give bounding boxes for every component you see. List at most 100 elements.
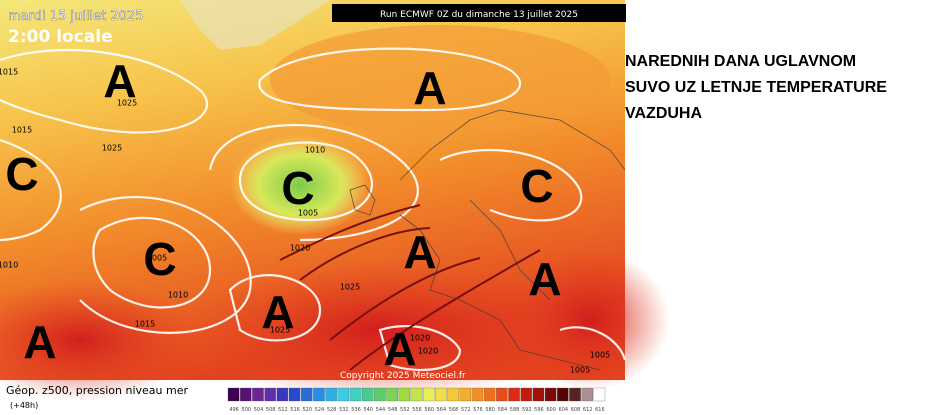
color-swatch	[361, 387, 374, 402]
legend-step: (+48h)	[10, 401, 38, 410]
color-swatch	[520, 387, 532, 402]
scale-label: 584	[498, 407, 508, 413]
scale-label: 600	[546, 407, 556, 413]
scale-label: 568	[449, 407, 459, 413]
pressure-center: C	[5, 148, 38, 200]
color-swatch	[288, 387, 301, 402]
isobar-label: 1020	[410, 334, 430, 343]
scale-label: 532	[339, 407, 349, 413]
scale-label: 540	[363, 407, 373, 413]
pressure-center: A	[261, 286, 294, 338]
headline: VAZDUHA	[625, 105, 702, 122]
color-swatch	[337, 387, 350, 402]
date: mardi 15 juillet 2025	[8, 9, 143, 24]
scale-label: 580	[485, 407, 495, 413]
color-swatch	[471, 387, 484, 402]
pressure-center: A	[403, 226, 436, 278]
scale-label: 524	[315, 407, 325, 413]
scale-label: 588	[510, 407, 520, 413]
scale-label: 504	[254, 407, 264, 413]
scale-label: 592	[522, 407, 532, 413]
copyright: Copyright 2025 Meteociel.fr	[340, 371, 466, 381]
isobar-label: 1025	[340, 283, 360, 292]
color-swatch	[325, 387, 337, 402]
isobar-label: 1025	[102, 144, 122, 153]
pressure-center: C	[143, 233, 176, 285]
color-swatch	[276, 387, 289, 402]
color-swatch	[349, 387, 362, 402]
color-swatch	[447, 387, 459, 402]
color-swatch	[557, 387, 569, 402]
color-swatch	[593, 387, 606, 402]
color-swatch	[544, 387, 557, 402]
pressure-center: A	[383, 323, 416, 375]
scale-label: 616	[595, 407, 605, 413]
scale-label: 536	[351, 407, 361, 413]
isobar-label: 1005	[570, 366, 590, 375]
map	[0, 0, 670, 400]
pressure-center: C	[281, 162, 314, 214]
scale-label: 496	[229, 407, 239, 413]
isobar-label: 1010	[0, 261, 18, 270]
isobar-label: 1005	[298, 209, 318, 218]
scale-label: 500	[242, 407, 252, 413]
color-swatch	[264, 387, 276, 402]
time: 2:00 locale	[8, 27, 113, 47]
pressure-center: C	[520, 160, 553, 212]
scale-label: 556	[412, 407, 422, 413]
isobar-label: 1020	[418, 347, 438, 356]
scale-label: 612	[583, 407, 593, 413]
scale-label: 528	[327, 407, 337, 413]
color-swatch	[386, 387, 398, 402]
isobar-label: 1025	[270, 326, 290, 335]
scale-label: 520	[302, 407, 312, 413]
headline: NAREDNIH DANA UGLAVNOM	[625, 53, 856, 70]
color-swatch	[227, 387, 240, 402]
pressure-center: A	[528, 253, 561, 305]
color-swatch	[496, 387, 508, 402]
color-swatch	[252, 387, 264, 402]
scale-label: 544	[376, 407, 386, 413]
color-swatch	[483, 387, 496, 402]
scale-label: 516	[290, 407, 300, 413]
scale-label: 512	[278, 407, 288, 413]
scale-label: 608	[571, 407, 581, 413]
color-swatch	[398, 387, 411, 402]
scale-label: 548	[388, 407, 398, 413]
color-swatch	[422, 387, 435, 402]
color-swatch	[301, 387, 313, 402]
isobar-label: 1025	[117, 99, 137, 108]
legend-title: Géop. z500, pression niveau mer	[6, 384, 189, 397]
pressure-center: A	[103, 55, 136, 107]
color-swatch	[374, 387, 386, 402]
scale-label: 564	[437, 407, 447, 413]
color-swatch	[569, 387, 581, 402]
color-swatch	[313, 387, 325, 402]
color-swatch	[240, 387, 252, 402]
color-swatch	[508, 387, 520, 402]
scale-label: 560	[424, 407, 434, 413]
pressure-center: A	[23, 316, 56, 368]
isobar-label: 1015	[12, 126, 32, 135]
run-info: Run ECMWF 0Z du dimanche 13 juillet 2025	[380, 10, 578, 20]
isobar-label: 1015	[135, 320, 155, 329]
scale-label: 552	[400, 407, 410, 413]
scale-label: 604	[559, 407, 569, 413]
isobar-label: 1010	[168, 291, 188, 300]
isobar-label: 1010	[305, 146, 325, 155]
scale-label: 508	[266, 407, 276, 413]
isobar-label: 1005	[590, 351, 610, 360]
color-swatch	[435, 387, 447, 402]
color-swatch	[410, 387, 423, 402]
headline: SUVO UZ LETNJE TEMPERATURE	[625, 79, 887, 96]
color-swatch	[532, 387, 545, 402]
scale-label: 572	[461, 407, 471, 413]
color-swatch	[581, 387, 593, 402]
isobar-label: 1015	[0, 68, 18, 77]
color-swatch	[459, 387, 472, 402]
scale-label: 596	[534, 407, 544, 413]
pressure-center: A	[413, 62, 446, 114]
isobar-label: 1020	[290, 244, 310, 253]
